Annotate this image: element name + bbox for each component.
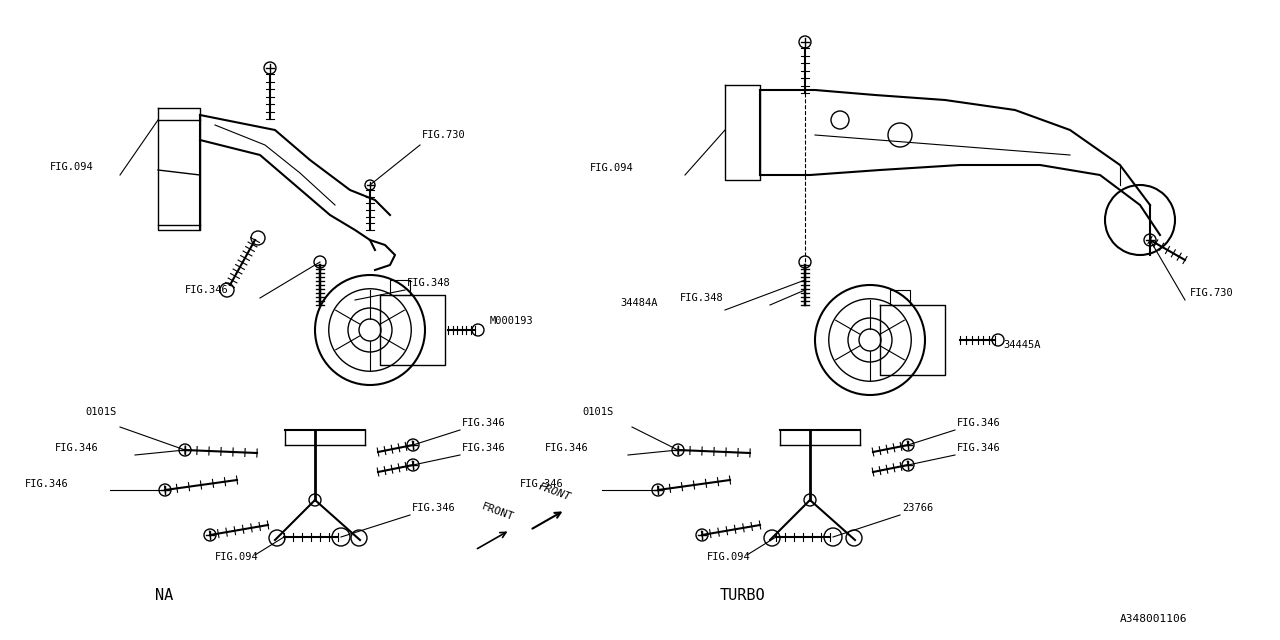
Text: FIG.094: FIG.094	[215, 552, 259, 562]
Text: FIG.348: FIG.348	[407, 278, 451, 288]
Text: FIG.346: FIG.346	[462, 443, 506, 453]
Text: FIG.346: FIG.346	[520, 479, 563, 489]
Text: 23766: 23766	[902, 503, 933, 513]
Text: FIG.346: FIG.346	[55, 443, 99, 453]
Text: FIG.346: FIG.346	[26, 479, 69, 489]
Text: TURBO: TURBO	[719, 588, 765, 603]
Text: FIG.346: FIG.346	[957, 443, 1001, 453]
Text: FIG.346: FIG.346	[462, 418, 506, 428]
Text: NA: NA	[155, 588, 173, 603]
Text: FIG.730: FIG.730	[1190, 288, 1234, 298]
Text: 34445A: 34445A	[1004, 340, 1041, 350]
Text: FIG.094: FIG.094	[707, 552, 751, 562]
Text: 0101S: 0101S	[582, 407, 613, 417]
Text: FIG.094: FIG.094	[50, 162, 93, 172]
Text: 0101S: 0101S	[84, 407, 116, 417]
Text: A348001106: A348001106	[1120, 614, 1188, 624]
Text: FIG.346: FIG.346	[545, 443, 589, 453]
Text: FIG.348: FIG.348	[680, 293, 723, 303]
Text: FRONT: FRONT	[538, 481, 572, 502]
Text: FIG.346: FIG.346	[957, 418, 1001, 428]
Text: FIG.094: FIG.094	[590, 163, 634, 173]
Text: 34484A: 34484A	[620, 298, 658, 308]
Text: FIG.346: FIG.346	[412, 503, 456, 513]
Text: FIG.346: FIG.346	[186, 285, 229, 295]
Text: FIG.730: FIG.730	[422, 130, 466, 140]
Text: FRONT: FRONT	[480, 501, 515, 522]
Text: M000193: M000193	[490, 316, 534, 326]
